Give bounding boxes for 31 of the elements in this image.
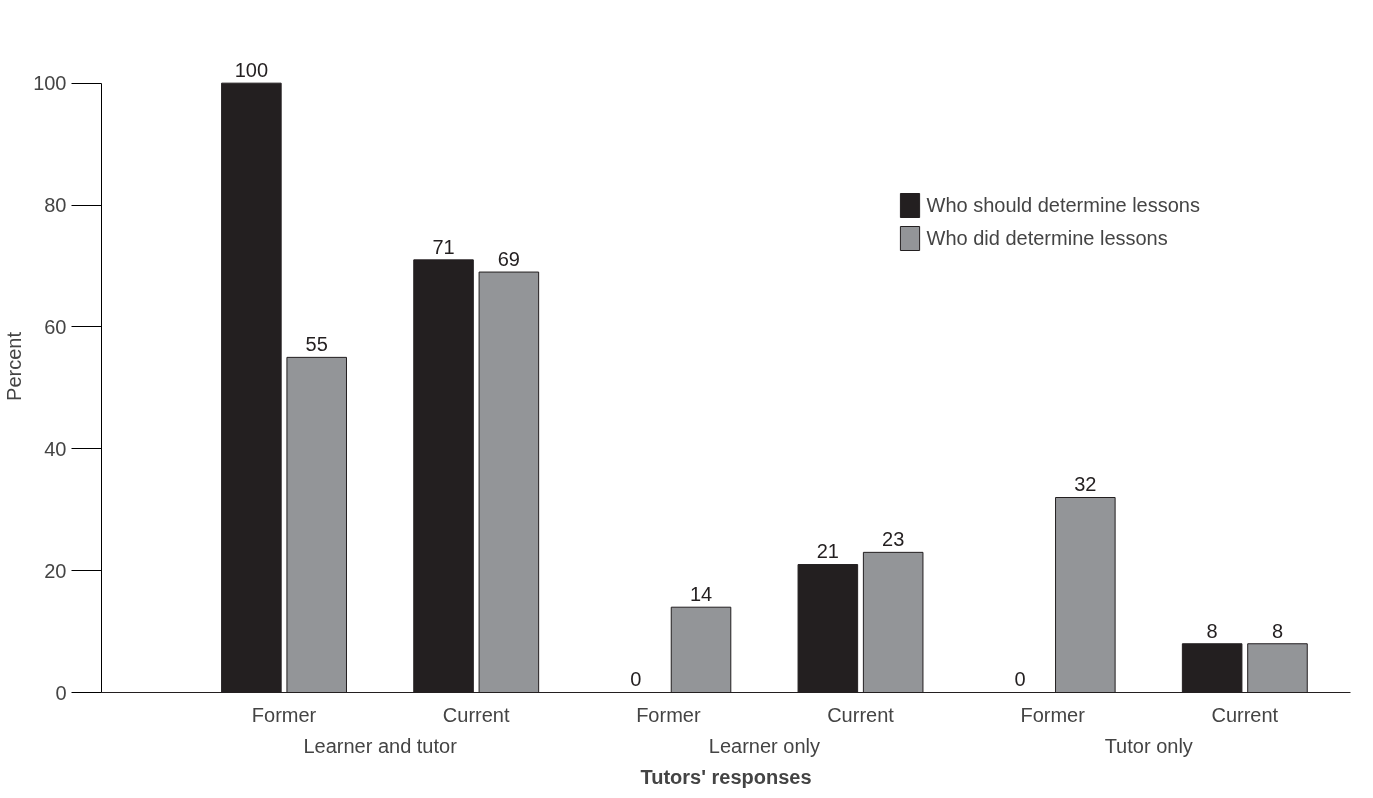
data-label: 14 xyxy=(689,583,713,606)
y-tick-label: 20 xyxy=(44,559,67,582)
data-label: 100 xyxy=(234,59,269,82)
y-tick-label: 60 xyxy=(44,315,67,338)
data-label: 21 xyxy=(816,540,839,563)
data-label: 8 xyxy=(1271,619,1284,642)
y-tick-label: 100 xyxy=(33,72,67,95)
x-tick-label: Current xyxy=(1211,703,1279,726)
y-tick-label: 40 xyxy=(44,437,67,460)
data-label: 0 xyxy=(630,668,642,691)
text: Tutor only xyxy=(1104,734,1193,757)
x-tick-label: Former xyxy=(636,703,701,726)
data-label: 32 xyxy=(1074,473,1097,496)
text: Learner only xyxy=(708,734,821,757)
legend-label: Who should determine lessons xyxy=(926,193,1200,217)
y-tick-label: 80 xyxy=(44,194,67,217)
y-tick-label: 0 xyxy=(55,681,67,704)
x-tick-label: Current xyxy=(442,703,510,726)
x-tick-label: Former xyxy=(251,703,317,726)
data-label: 8 xyxy=(1206,619,1218,642)
data-label: 0 xyxy=(1014,668,1026,691)
legend-label: Who did determine lessons xyxy=(926,226,1168,250)
y-axis-title: Percent xyxy=(3,331,26,401)
x-axis-title: Tutors' responses xyxy=(640,765,812,788)
x-tick-label: Former xyxy=(1020,703,1086,726)
x-tick-label: Current xyxy=(827,703,895,726)
data-label: 69 xyxy=(497,247,520,270)
data-label: 71 xyxy=(432,235,455,258)
text: Learner and tutor xyxy=(303,734,458,757)
data-label: 55 xyxy=(305,333,328,356)
data-label: 23 xyxy=(882,528,905,551)
